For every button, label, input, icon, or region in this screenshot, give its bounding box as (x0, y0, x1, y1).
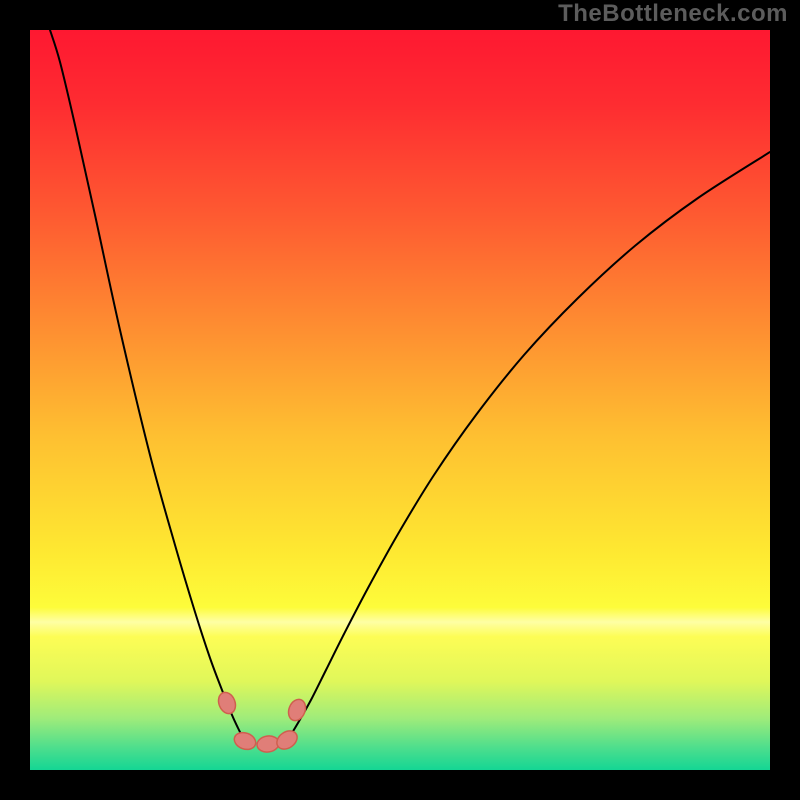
gradient-background (30, 30, 770, 770)
chart-svg (0, 0, 800, 800)
chart-root: TheBottleneck.com (0, 0, 800, 800)
watermark-text: TheBottleneck.com (558, 0, 788, 28)
